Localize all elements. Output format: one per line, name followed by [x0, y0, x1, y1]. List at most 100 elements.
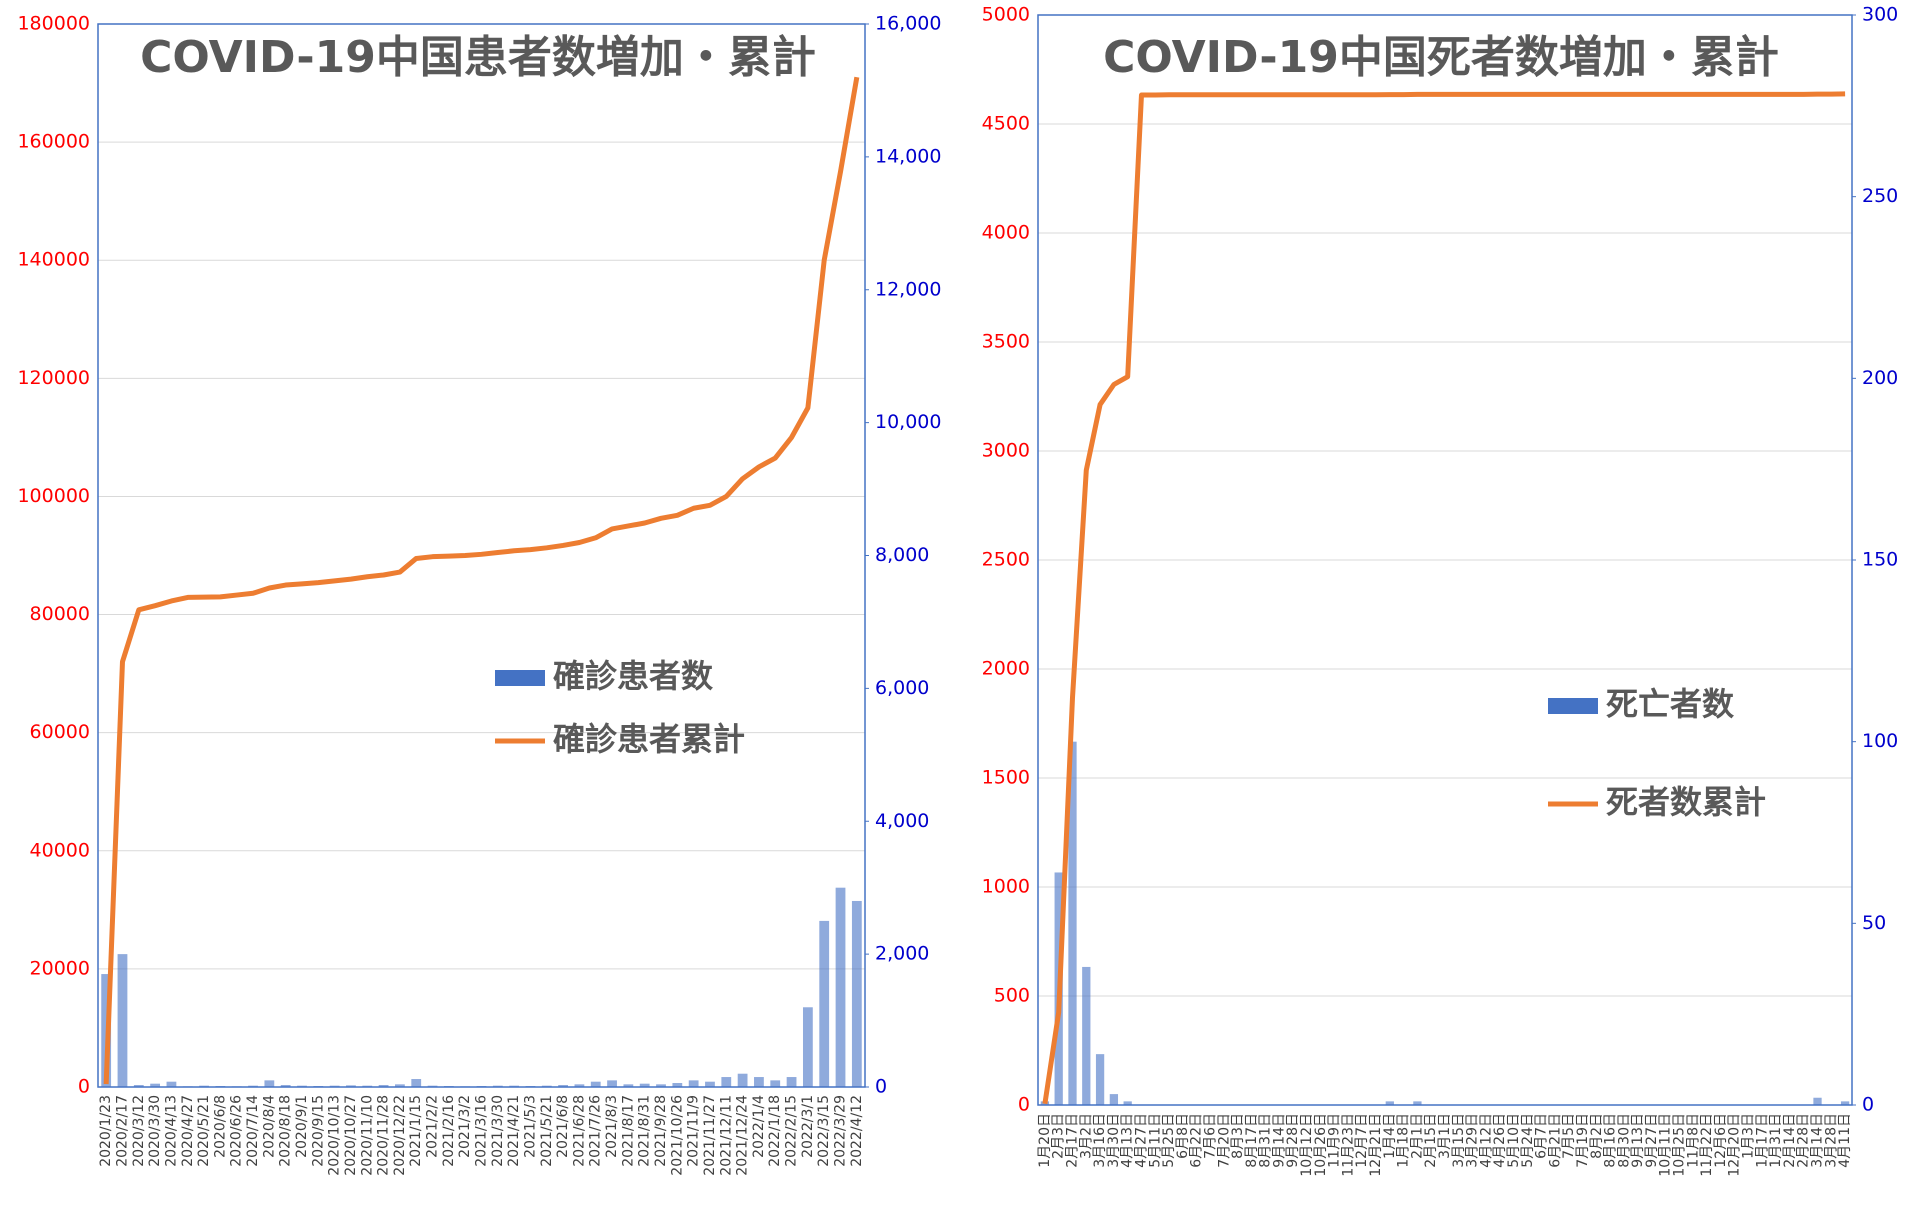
x-tick-label: 8月16日: [1603, 1113, 1619, 1168]
x-tick-label: 1月18日: [1396, 1113, 1412, 1168]
bar: [117, 954, 128, 1087]
bar: [1082, 966, 1091, 1105]
x-tick-label: 3月1日: [1437, 1113, 1453, 1159]
bar: [770, 1080, 781, 1087]
bar: [1813, 1097, 1822, 1105]
y-tick-label: 2500: [982, 549, 1030, 571]
x-tick-label: 12月7日: [1354, 1113, 1370, 1168]
x-tick-label: 2月1日: [1409, 1113, 1425, 1159]
y2-tick-label: 150: [1862, 549, 1898, 571]
x-tick-label: 2021/8/3: [604, 1095, 620, 1158]
x-tick-label: 2022/1/18: [767, 1095, 783, 1167]
x-tick-label: 2021/11/27: [702, 1095, 718, 1176]
y-tick-label: 500: [994, 985, 1030, 1007]
x-tick-label: 2021/8/31: [637, 1095, 653, 1167]
x-tick-label: 11月9日: [1327, 1113, 1343, 1168]
y2-tick-label: 6,000: [875, 677, 929, 699]
y-tick-label: 3000: [982, 440, 1030, 462]
x-tick-label: 2021/3/2: [457, 1095, 473, 1158]
bar: [150, 1083, 161, 1087]
x-tick-label: 2020/3/30: [147, 1095, 163, 1167]
x-tick-label: 2021/6/8: [555, 1095, 571, 1158]
x-tick-label: 9月27日: [1644, 1113, 1660, 1168]
bar: [574, 1084, 585, 1087]
x-tick-label: 1月17日: [1754, 1113, 1770, 1168]
y-tick-label: 120000: [17, 367, 90, 389]
x-tick-label: 2021/3/30: [490, 1095, 506, 1167]
y-tick-label: 0: [78, 1076, 90, 1098]
x-tick-label: 2020/4/13: [163, 1095, 179, 1167]
y2-tick-label: 14,000: [875, 145, 941, 167]
x-tick-label: 2020/11/10: [359, 1095, 375, 1176]
x-tick-label: 2月17日: [1064, 1113, 1080, 1168]
bar: [264, 1080, 275, 1087]
x-tick-label: 7月5日: [1561, 1113, 1577, 1159]
y-tick-label: 1500: [982, 767, 1030, 789]
y2-tick-label: 0: [875, 1076, 887, 1098]
x-tick-label: 2020/12/22: [392, 1095, 408, 1176]
x-tick-label: 4月11日: [1837, 1113, 1853, 1168]
chart: 0 20000 40000 60000 80000 100000 120000 140000 1…: [17, 13, 941, 1176]
x-tick-label: 10月26日: [1313, 1113, 1329, 1177]
y-tick-label: 4000: [982, 222, 1030, 244]
bar: [411, 1079, 422, 1087]
plot-border: [97, 23, 866, 1088]
x-tick-label: 9月14日: [1271, 1113, 1287, 1168]
y-tick-label: 2000: [982, 658, 1030, 680]
legend-label: 死者数累計: [1606, 783, 1766, 821]
bar: [721, 1077, 732, 1087]
bar: [835, 887, 846, 1087]
x-tick-label: 2月3日: [1051, 1113, 1067, 1159]
x-tick-label: 5月24日: [1520, 1113, 1536, 1168]
y-tick-label: 100000: [17, 485, 90, 507]
bar: [754, 1077, 764, 1087]
x-tick-label: 11月8日: [1685, 1113, 1701, 1168]
x-tick-label: 12月21日: [1368, 1113, 1384, 1177]
x-tick-label: 2021/3/16: [474, 1095, 490, 1167]
x-tick-label: 1月3日: [1741, 1113, 1757, 1159]
x-tick-label: 3月28日: [1823, 1113, 1839, 1168]
x-tick-label: 2021/8/17: [620, 1095, 636, 1167]
x-tick-label: 1月31日: [1768, 1113, 1784, 1168]
x-tick-label: 2月14日: [1782, 1113, 1798, 1168]
x-tick-label: 4月26日: [1492, 1113, 1508, 1168]
x-tick-label: 2020/4/27: [180, 1095, 196, 1167]
x-tick-label: 2020/9/15: [310, 1095, 326, 1167]
x-tick-label: 12月20日: [1727, 1113, 1743, 1177]
bar: [802, 1007, 813, 1087]
x-tick-label: 2022/3/15: [816, 1095, 832, 1167]
bar: [1385, 1101, 1394, 1105]
x-tick-label: 11月22日: [1699, 1113, 1715, 1177]
x-tick-label: 2021/2/2: [425, 1095, 441, 1158]
x-tick-label: 6月8日: [1175, 1113, 1191, 1159]
y2-tick-label: 50: [1862, 912, 1886, 934]
bar: [590, 1081, 601, 1087]
bar: [395, 1084, 405, 1087]
y-tick-label: 4500: [982, 113, 1030, 135]
y-tick-label: 180000: [17, 13, 90, 35]
x-tick-label: 4月27日: [1133, 1113, 1149, 1168]
x-tick-label: 3月29日: [1465, 1113, 1481, 1168]
legend-label: 確診患者数: [553, 657, 714, 695]
x-tick-label: 2020/1/23: [98, 1095, 114, 1167]
bar: [705, 1081, 715, 1087]
legend-label: 確診患者累計: [553, 720, 745, 758]
legend-label: 死亡者数: [1606, 685, 1735, 723]
bar: [1068, 741, 1077, 1105]
x-tick-label: 10月12日: [1299, 1113, 1315, 1177]
y2-tick-label: 300: [1862, 4, 1898, 26]
x-tick-label: 8月2日: [1589, 1113, 1605, 1159]
x-tick-label: 2020/10/13: [327, 1095, 343, 1176]
x-tick-label: 3月30日: [1106, 1113, 1122, 1168]
y2-tick-label: 8,000: [875, 544, 929, 566]
x-tick-label: 5月25日: [1161, 1113, 1177, 1168]
bar: [639, 1083, 650, 1087]
x-tick-label: 2020/7/14: [245, 1095, 261, 1167]
x-tick-label: 2021/7/26: [588, 1095, 604, 1167]
bar: [1413, 1101, 1422, 1105]
x-tick-label: 2022/3/1: [800, 1095, 816, 1158]
bar: [133, 1085, 144, 1087]
x-tick-label: 7月19日: [1575, 1113, 1591, 1168]
x-tick-label: 2020/8/4: [261, 1095, 277, 1158]
